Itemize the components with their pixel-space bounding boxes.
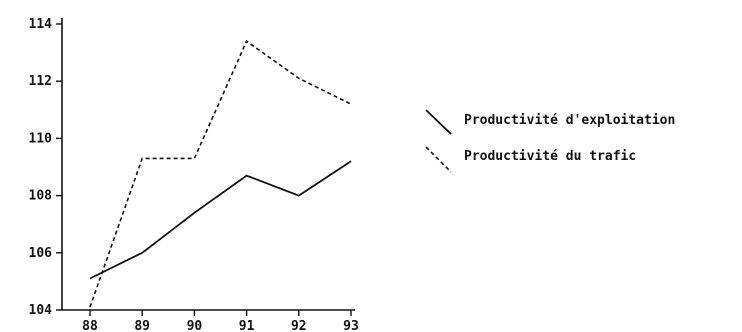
y-tick-label: 108 — [29, 189, 53, 204]
x-tick-label: 90 — [187, 319, 203, 332]
legend-label-1: Productivité d'exploitation — [464, 113, 675, 128]
series-line-2 — [89, 39, 352, 308]
x-tick-label: 88 — [82, 319, 98, 332]
x-tick-label: 91 — [239, 319, 255, 332]
x-tick-label: 93 — [343, 319, 359, 332]
y-tick-label: 110 — [29, 131, 53, 146]
x-tick-label: 89 — [134, 319, 150, 332]
legend: Productivité d'exploitation Productivité … — [425, 109, 675, 173]
x-tick-label: 92 — [291, 319, 307, 332]
legend-swatch-2 — [425, 146, 452, 173]
series-line-1 — [89, 160, 352, 280]
series-lines — [89, 39, 352, 308]
y-tick-label: 104 — [29, 303, 53, 318]
y-ticks: 104 106 108 110 112 114 — [29, 17, 62, 318]
axes — [61, 18, 355, 311]
y-tick-label: 112 — [29, 74, 52, 89]
legend-label-2: Productivité du trafic — [464, 149, 636, 164]
x-ticks: 88 89 90 91 92 93 — [82, 310, 359, 332]
legend-swatch-1 — [425, 109, 452, 135]
y-tick-label: 114 — [29, 17, 53, 32]
y-tick-label: 106 — [29, 246, 53, 261]
